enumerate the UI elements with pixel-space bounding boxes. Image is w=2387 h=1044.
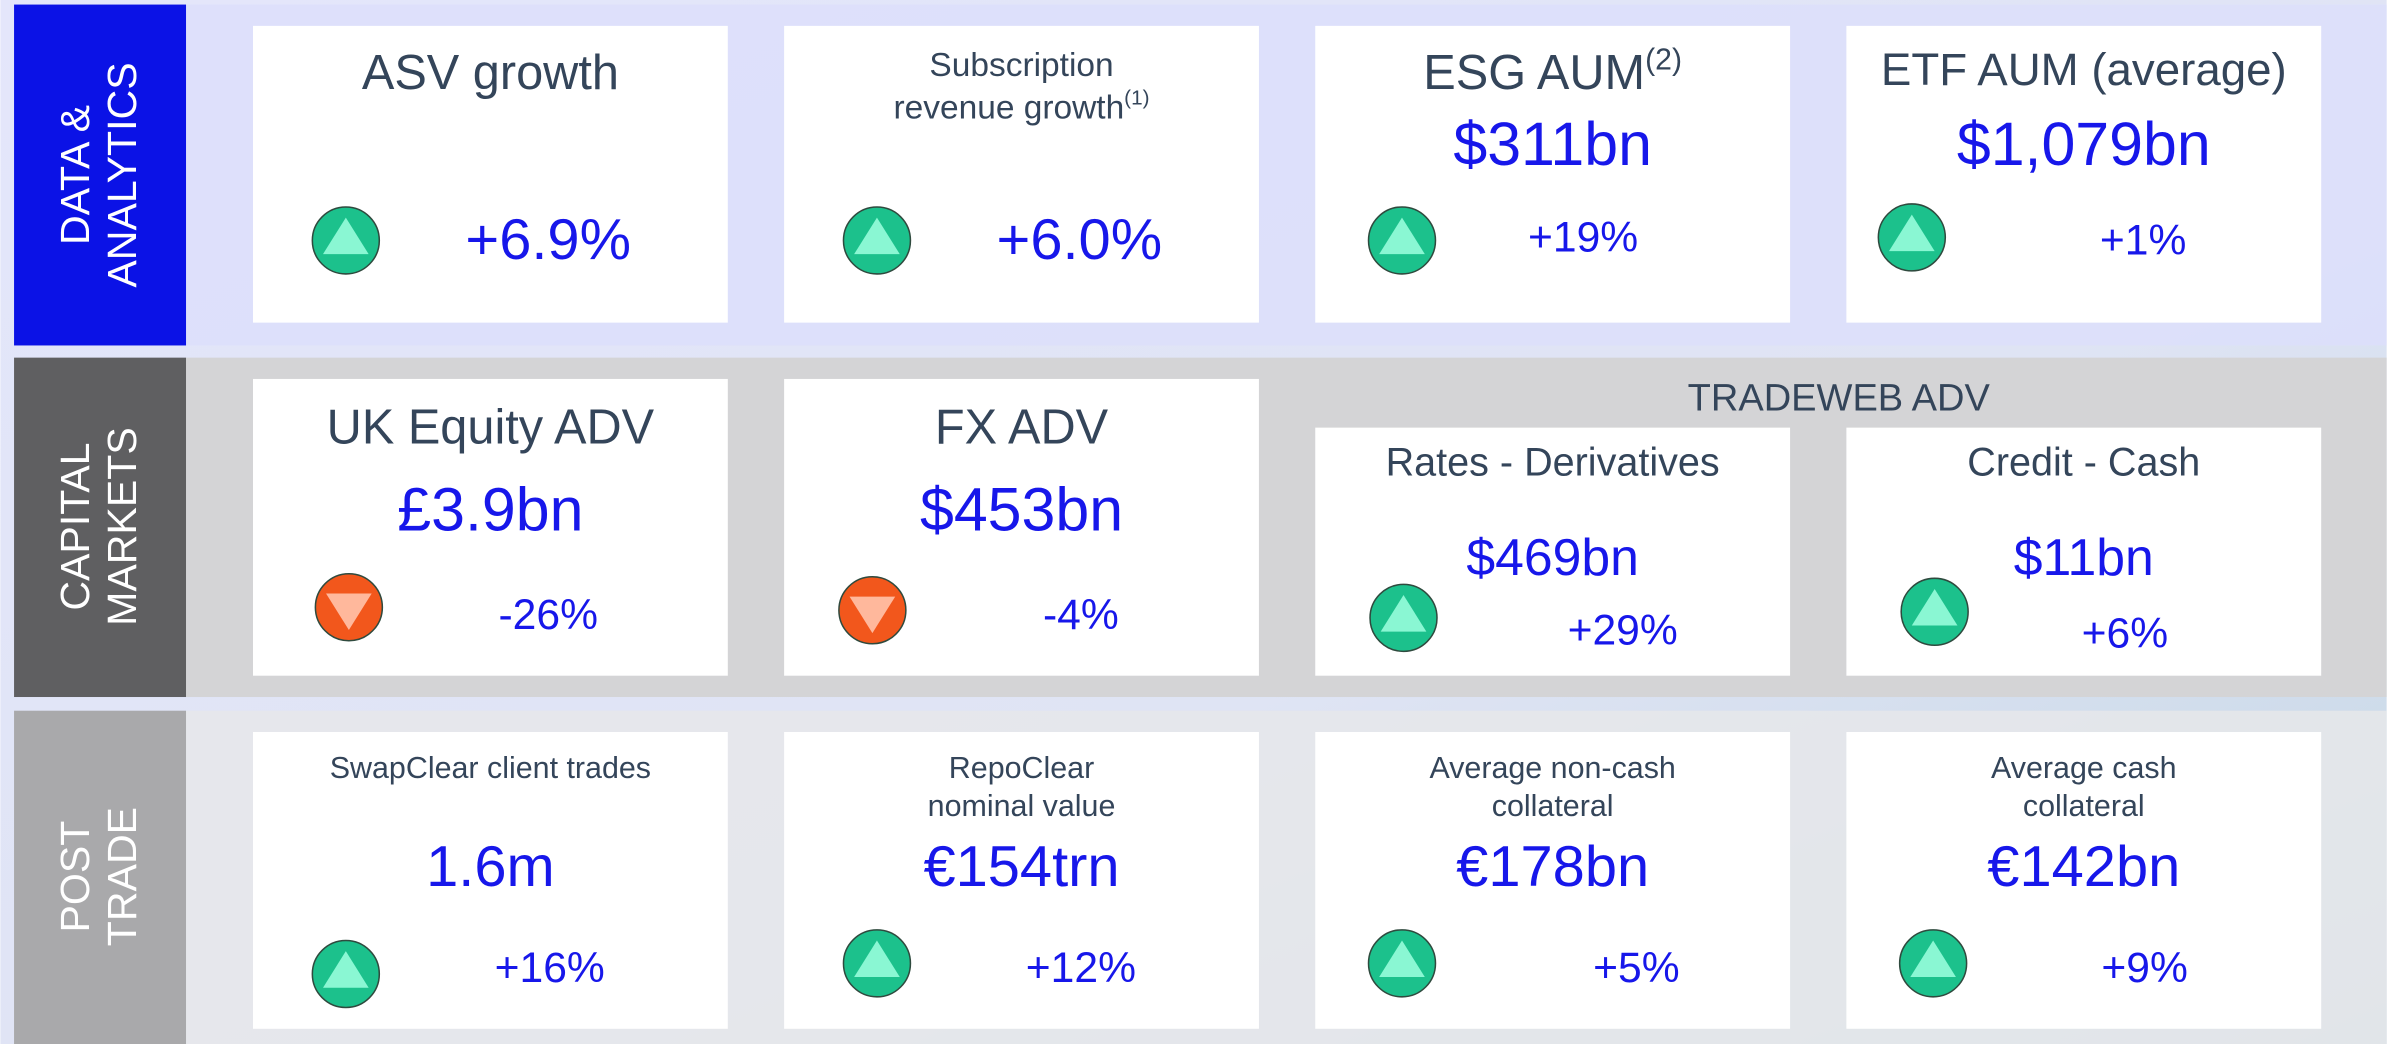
trend-arrow: [854, 217, 900, 255]
card-title: Rates - Derivatives: [1386, 441, 1720, 485]
trend-arrow: [322, 217, 369, 255]
card-value: $1,079bn: [1957, 110, 2211, 178]
card-value: €142bn: [1987, 835, 2180, 899]
trend-arrow: [1379, 217, 1425, 255]
card-title: Credit - Cash: [1967, 441, 2200, 485]
card-value: €178bn: [1456, 835, 1649, 899]
card-title: UK Equity ADV: [327, 401, 655, 455]
card-title-text: ASV growth: [362, 46, 619, 100]
trend-arrow: [1911, 588, 1958, 626]
section-label-line: CAPITAL: [52, 442, 98, 610]
card-change: -26%: [498, 591, 597, 639]
card-title: SwapClear client trades: [330, 751, 651, 785]
card: [784, 25, 1259, 323]
card-change: +12%: [1026, 944, 1136, 992]
group-title: TRADEWEB ADV: [1688, 377, 1991, 419]
card-value: $469bn: [1466, 528, 1639, 586]
card-title-text: Subscription: [929, 47, 1113, 84]
card-title-text: UK Equity ADV: [327, 401, 655, 455]
footnote-marker: (2): [1645, 43, 1682, 76]
trend-arrow: [1380, 595, 1427, 632]
card-title: Subscription: [929, 47, 1113, 84]
section-tab: [14, 357, 187, 698]
trend-arrow: [1379, 940, 1425, 978]
section-label-line: DATA &: [52, 105, 98, 245]
card-change: +5%: [1593, 944, 1679, 992]
card-title-text: Average non-cash: [1429, 751, 1675, 785]
card-value: $11bn: [2014, 528, 2154, 586]
trend-arrow: [854, 940, 900, 978]
card-title-text: Average cash: [1991, 751, 2176, 785]
card-change: +6.9%: [465, 208, 631, 272]
card-title-text: RepoClear: [949, 751, 1094, 785]
card-change: -4%: [1043, 591, 1119, 639]
card-title: ETF AUM (average): [1881, 44, 2287, 95]
section-tab: [14, 4, 187, 346]
card-title: nominal value: [928, 789, 1116, 823]
card-title-text: ESG AUM: [1423, 46, 1645, 100]
trend-arrow: [322, 951, 369, 988]
footnote-marker: (1): [1124, 87, 1149, 110]
card-title-text: collateral: [2023, 789, 2145, 823]
card-title: Average non-cash: [1429, 751, 1675, 785]
card-change: +19%: [1528, 214, 1638, 262]
card-title-text: nominal value: [928, 789, 1116, 823]
card-title-text: SwapClear client trades: [330, 751, 651, 785]
section-label-line: TRADE: [99, 807, 145, 946]
card-value: $311bn: [1453, 110, 1652, 178]
card-title: collateral: [1492, 789, 1614, 823]
card-title-text: FX ADV: [935, 401, 1109, 455]
card-title: FX ADV: [935, 401, 1109, 455]
card-title-text: collateral: [1492, 789, 1614, 823]
card: [252, 25, 728, 323]
trend-arrow: [326, 593, 372, 631]
card-title: collateral: [2023, 789, 2145, 823]
trend-arrow: [849, 596, 896, 634]
card-title-text: ETF AUM (average): [1881, 44, 2287, 95]
section-label: CAPITALMARKETS: [52, 427, 145, 626]
card-title: revenue growth(1): [893, 87, 1149, 126]
card-title: ESG AUM(2): [1423, 43, 1682, 100]
section-tab: [14, 710, 187, 1044]
trend-arrow: [1910, 940, 1956, 978]
card-value: 1.6m: [426, 835, 555, 899]
section-label-line: POST: [52, 821, 98, 933]
card-change: +6.0%: [997, 208, 1163, 272]
section-label-line: MARKETS: [99, 427, 145, 626]
card-value: £3.9bn: [397, 475, 583, 543]
section-label-line: ANALYTICS: [99, 62, 145, 287]
trend-arrow: [1888, 214, 1935, 252]
card-value: $453bn: [920, 475, 1123, 543]
card-value: €154trn: [923, 835, 1119, 899]
section-label: DATA &ANALYTICS: [52, 62, 145, 287]
card-title-text: Credit - Cash: [1967, 441, 2200, 485]
card-change: +29%: [1568, 606, 1678, 654]
card-change: +1%: [2100, 217, 2186, 265]
card-title: RepoClear: [949, 751, 1094, 785]
card-title-text: Rates - Derivatives: [1386, 441, 1720, 485]
section-label: POSTTRADE: [52, 807, 145, 946]
card: [1846, 25, 2322, 323]
card-title: Average cash: [1991, 751, 2176, 785]
card-title: ASV growth: [362, 46, 619, 100]
card-change: +6%: [2082, 609, 2168, 657]
card-title-text: revenue growth: [893, 89, 1124, 126]
card-change: +9%: [2101, 944, 2187, 992]
card-change: +16%: [495, 944, 605, 992]
